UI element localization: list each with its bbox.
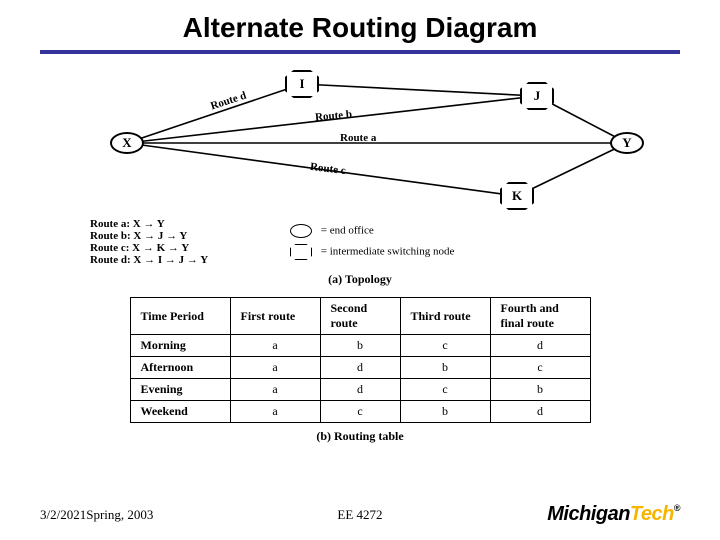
legend-routes: Route a: X → Y Route b: X → J → Y Route … [90,218,270,266]
footer: 3/2/2021Spring, 2003 EE 4272 MichiganTec… [40,503,680,526]
intermediate-icon [290,244,312,260]
topology-diagram: XYIJK Route dRoute bRoute aRoute c [80,62,640,212]
table-cell: a [230,401,320,423]
caption-topology: (a) Topology [40,272,680,287]
michigan-tech-logo: MichiganTech® [547,503,680,526]
table-cell: Evening [130,379,230,401]
caption-routing-table: (b) Routing table [40,429,680,444]
legend-route-b: Route b: X → J → Y [90,230,187,242]
table-cell: c [400,379,490,401]
footer-date: 3/2/2021Spring, 2003 [40,507,153,523]
table-cell: d [320,379,400,401]
table-cell: b [400,357,490,379]
routing-table: Time PeriodFirst routeSecond routeThird … [130,297,591,423]
logo-michigan: Michigan [547,503,630,525]
table-cell: b [400,401,490,423]
table-cell: a [230,335,320,357]
route-label-a: Route a [340,132,376,144]
table-cell: a [230,379,320,401]
legend: Route a: X → Y Route b: X → J → Y Route … [90,218,680,266]
logo-tm: ® [674,503,680,513]
table-cell: d [320,357,400,379]
node-k: K [500,182,534,210]
node-j: J [520,82,554,110]
legend-shapes: = end office = intermediate switching no… [290,218,470,266]
legend-end-office: = end office [321,225,374,237]
table-cell: d [490,335,590,357]
logo-tech: Tech [630,503,674,525]
table-cell: c [400,335,490,357]
table-row: Afternoonadbc [130,357,590,379]
end-office-icon [290,224,312,238]
table-row: Eveningadcb [130,379,590,401]
table-cell: Weekend [130,401,230,423]
node-y: Y [610,132,644,154]
title-rule [40,50,680,54]
table-cell: b [490,379,590,401]
table-cell: b [320,335,400,357]
table-cell: Morning [130,335,230,357]
table-cell: c [490,357,590,379]
table-header: First route [230,298,320,335]
table-cell: a [230,357,320,379]
page-title: Alternate Routing Diagram [40,12,680,50]
table-cell: Afternoon [130,357,230,379]
footer-course: EE 4272 [337,507,382,523]
table-cell: c [320,401,400,423]
node-x: X [110,132,144,154]
legend-route-a: Route a: X → Y [90,218,165,230]
node-i: I [285,70,319,98]
legend-intermediate: = intermediate switching node [321,246,455,258]
legend-route-c: Route c: X → K → Y [90,242,189,254]
table-header: Second route [320,298,400,335]
table-cell: d [490,401,590,423]
table-header: Fourth and final route [490,298,590,335]
table-row: Morningabcd [130,335,590,357]
table-row: Weekendacbd [130,401,590,423]
table-header: Third route [400,298,490,335]
table-header: Time Period [130,298,230,335]
legend-route-d: Route d: X → I → J → Y [90,254,208,266]
slide: Alternate Routing Diagram XYIJK Route dR… [0,0,720,540]
